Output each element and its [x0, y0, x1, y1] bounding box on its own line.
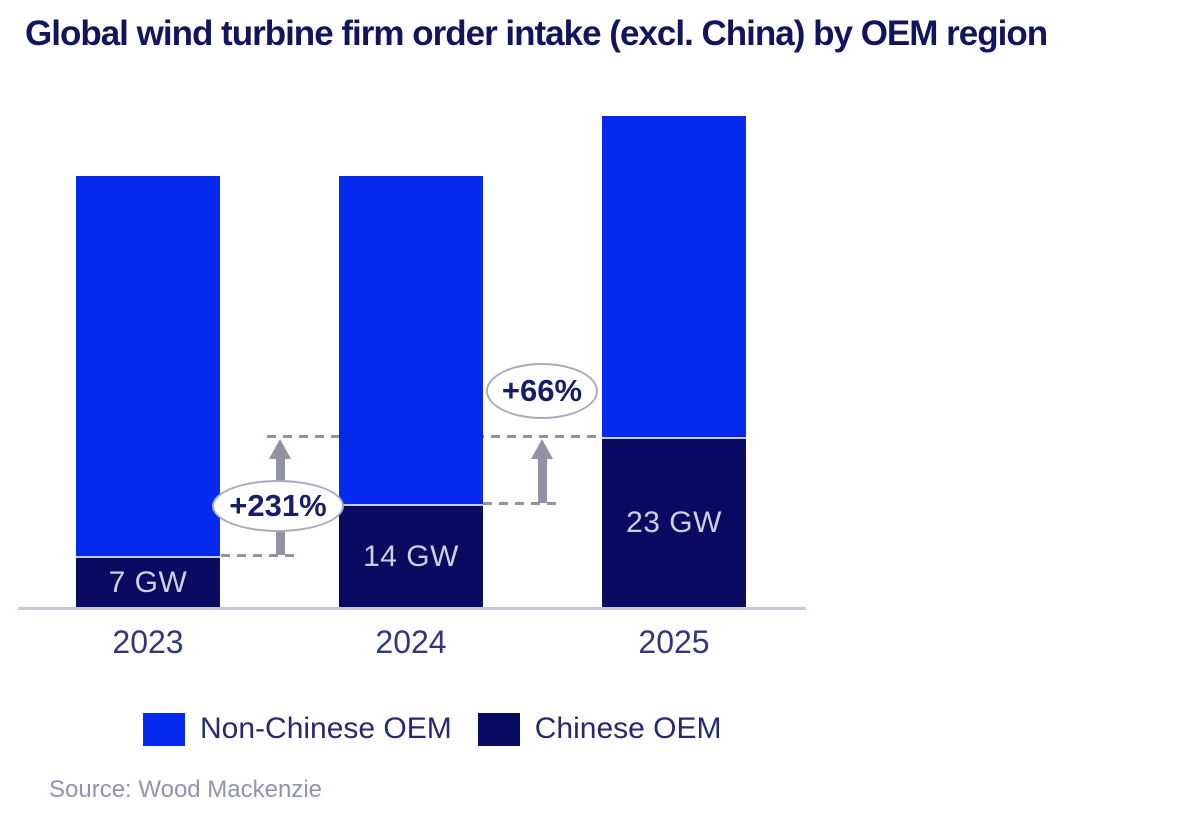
bar-2024-value-label: 14 GW	[363, 539, 459, 573]
bar-2025-non-chinese-segment	[602, 116, 746, 437]
bar-2024-non-chinese-segment	[339, 175, 483, 504]
dashed-reference-line-2024-chinese-level	[483, 502, 563, 506]
bar-2024: 14 GW	[339, 175, 483, 608]
legend: Non-Chinese OEM Chinese OEM	[143, 712, 722, 746]
growth-arrow-up-66-icon	[531, 438, 553, 503]
legend-label-non-chinese-oem: Non-Chinese OEM	[200, 712, 452, 745]
dashed-reference-line-2023-chinese-level	[221, 554, 301, 558]
bar-2024-chinese-segment: 14 GW	[339, 503, 483, 608]
annotation-bubble-66: +66%	[486, 363, 598, 419]
bar-2023-non-chinese-segment	[76, 175, 220, 556]
annotation-bubble-231: +231%	[212, 480, 344, 532]
bar-2025-value-label: 23 GW	[626, 506, 722, 540]
arrow-shaft	[537, 456, 547, 503]
legend-item-non-chinese-oem: Non-Chinese OEM	[143, 712, 452, 746]
bar-2023-value-label: 7 GW	[108, 565, 188, 599]
x-tick-label-2023: 2023	[112, 624, 184, 660]
bar-2025-chinese-segment: 23 GW	[602, 436, 746, 608]
legend-item-chinese-oem: Chinese OEM	[477, 712, 722, 746]
bar-2023-chinese-segment: 7 GW	[76, 555, 220, 608]
x-tick-label-2025: 2025	[638, 624, 710, 660]
x-axis-line	[18, 607, 806, 610]
source-note: Source: Wood Mackenzie	[49, 776, 323, 803]
chart-title: Global wind turbine firm order intake (e…	[25, 14, 1048, 53]
legend-label-chinese-oem: Chinese OEM	[534, 712, 722, 745]
x-tick-label-2024: 2024	[375, 624, 447, 660]
bar-2023: 7 GW	[76, 175, 220, 608]
arrow-head-icon	[531, 438, 553, 459]
legend-swatch-chinese-icon	[477, 712, 520, 746]
legend-swatch-non-chinese-icon	[143, 712, 185, 746]
bar-2025: 23 GW	[602, 116, 746, 608]
arrow-head-icon	[269, 438, 291, 459]
